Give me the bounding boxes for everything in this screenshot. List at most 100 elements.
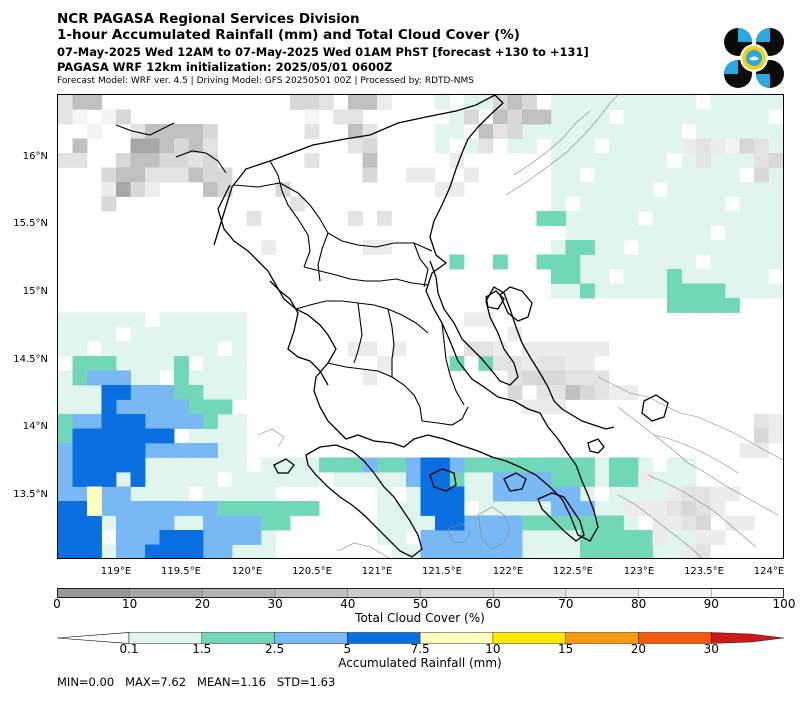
grid-cell bbox=[710, 167, 726, 183]
grid-cell bbox=[681, 269, 697, 284]
grid-cell bbox=[768, 153, 783, 168]
marinduque-coastline bbox=[429, 468, 457, 492]
grid-cell bbox=[739, 138, 755, 154]
grid-cell bbox=[87, 428, 102, 444]
grid-cell bbox=[681, 225, 697, 241]
grid-cell bbox=[130, 385, 146, 400]
grid-cell bbox=[130, 414, 146, 429]
grid-cell bbox=[232, 443, 247, 458]
grid-cell bbox=[435, 124, 450, 139]
grid-cell bbox=[725, 486, 740, 502]
cloud-cover-colorbar-segment bbox=[347, 588, 422, 598]
grid-cell bbox=[101, 544, 117, 558]
grid-cell bbox=[609, 530, 624, 545]
grid-cell bbox=[754, 167, 769, 183]
grid-cell bbox=[623, 138, 639, 154]
grid-cell bbox=[232, 544, 247, 558]
cloud-cover-tick-label: 0 bbox=[53, 597, 61, 611]
grid-cell bbox=[217, 515, 233, 531]
grid-cell bbox=[507, 95, 523, 110]
grid-cell bbox=[551, 515, 566, 531]
grid-cell bbox=[696, 544, 711, 558]
grid-cell bbox=[710, 109, 726, 125]
model-info-line: Forecast Model: WRF ver. 4.5 | Driving M… bbox=[57, 76, 474, 86]
grid-cell bbox=[609, 196, 624, 212]
grid-cell bbox=[594, 211, 610, 226]
grid-cell bbox=[217, 414, 233, 429]
grid-cell bbox=[275, 472, 291, 487]
grid-cell bbox=[638, 95, 653, 110]
grid-cell bbox=[565, 341, 581, 357]
grid-cell bbox=[203, 327, 218, 342]
grid-cell bbox=[638, 457, 653, 473]
grid-cell bbox=[536, 544, 552, 558]
grid-cell bbox=[594, 182, 610, 197]
grid-cell bbox=[739, 515, 755, 531]
grid-cell bbox=[58, 385, 73, 400]
grid-cell bbox=[87, 457, 102, 473]
grid-cell bbox=[304, 457, 320, 473]
grid-cell bbox=[188, 370, 204, 386]
grid-cell bbox=[188, 472, 204, 487]
grid-cell bbox=[565, 182, 581, 197]
grid-cell bbox=[522, 486, 537, 502]
grid-cell bbox=[681, 530, 697, 545]
grid-cell bbox=[203, 385, 218, 400]
grid-cell bbox=[145, 327, 160, 342]
grid-cell bbox=[478, 341, 494, 357]
grid-cell bbox=[87, 443, 102, 458]
grid-cell bbox=[58, 530, 73, 545]
longitude-label: 120.5°E bbox=[292, 566, 332, 577]
grid-cell bbox=[116, 428, 131, 444]
grid-cell bbox=[130, 544, 146, 558]
grid-cell bbox=[101, 370, 117, 386]
grid-cell bbox=[725, 153, 740, 168]
grid-cell bbox=[507, 370, 523, 386]
grid-cell bbox=[681, 95, 697, 110]
grid-cell bbox=[72, 95, 88, 110]
grid-cell bbox=[217, 486, 233, 502]
grid-cell bbox=[478, 138, 494, 154]
grid-cell bbox=[159, 457, 175, 473]
grid-cell bbox=[290, 501, 305, 516]
province-border bbox=[303, 266, 429, 286]
grid-cell bbox=[72, 341, 88, 357]
grid-cell bbox=[623, 196, 639, 212]
grid-cell bbox=[203, 370, 218, 386]
grid-cell bbox=[493, 341, 508, 357]
grid-cell bbox=[638, 283, 653, 299]
grid-cell bbox=[217, 501, 233, 516]
grid-cell bbox=[710, 269, 726, 284]
grid-cell bbox=[58, 544, 73, 558]
grid-cell bbox=[72, 428, 88, 444]
grid-cell bbox=[145, 428, 160, 444]
grid-cell bbox=[87, 472, 102, 487]
grid-cell bbox=[362, 457, 378, 473]
grid-cell bbox=[565, 225, 581, 241]
grid-cell bbox=[768, 124, 783, 139]
grid-cell bbox=[536, 211, 552, 226]
rainfall-tick-label: 10 bbox=[485, 642, 501, 656]
grid-cell bbox=[725, 182, 740, 197]
grid-cell bbox=[551, 385, 566, 400]
grid-cell bbox=[594, 254, 610, 270]
grid-cell bbox=[638, 501, 653, 516]
grid-cell bbox=[246, 544, 262, 558]
grid-cell bbox=[696, 501, 711, 516]
grid-cell bbox=[638, 153, 653, 168]
grid-cell bbox=[377, 515, 392, 531]
grid-cell bbox=[638, 486, 653, 502]
grid-cell bbox=[696, 196, 711, 212]
grid-cell bbox=[101, 443, 117, 458]
rainfall-colorbar-segment bbox=[274, 632, 349, 644]
grid-cell bbox=[391, 515, 407, 531]
grid-cell bbox=[261, 530, 276, 545]
grid-cell bbox=[188, 501, 204, 516]
grid-cell bbox=[551, 138, 566, 154]
grid-cell bbox=[580, 196, 595, 212]
grid-cell bbox=[203, 124, 218, 139]
grid-cell bbox=[609, 472, 624, 487]
grid-cell bbox=[130, 370, 146, 386]
grid-cell bbox=[725, 254, 740, 270]
grid-cell bbox=[58, 472, 73, 487]
